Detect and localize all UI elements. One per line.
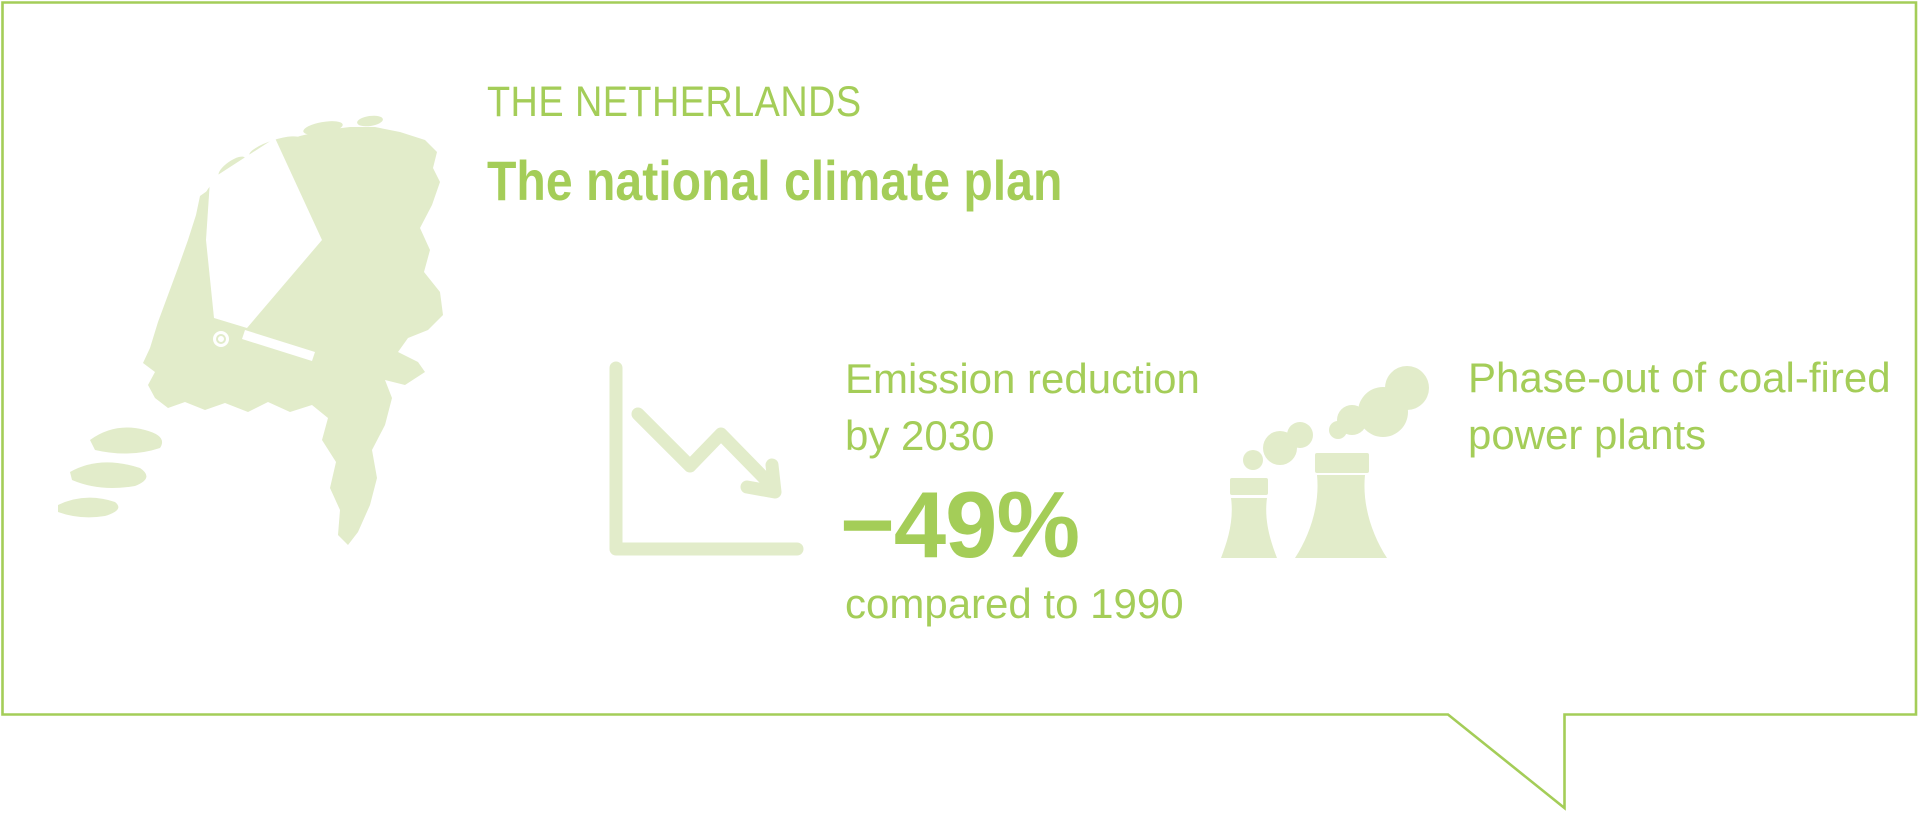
emission-note: compared to 1990 [845,580,1184,627]
coal-label: Phase-out of coal-fired power plants [1468,349,1891,463]
coal-label-line1: Phase-out of coal-fired [1468,354,1891,401]
emission-label-line2: by 2030 [845,412,995,459]
coal-label-line2: power plants [1468,411,1707,458]
emission-label-line1: Emission reduction [845,355,1200,402]
emission-label: Emission reduction by 2030 [845,350,1200,464]
country-label: THE NETHERLANDS [487,78,862,126]
city-marker [213,331,229,347]
coal-plant-icon [1221,366,1429,558]
emission-value: −49% [840,472,1080,577]
declining-chart-icon [609,361,804,556]
page-title: The national climate plan [487,149,1063,212]
netherlands-map [58,115,443,545]
